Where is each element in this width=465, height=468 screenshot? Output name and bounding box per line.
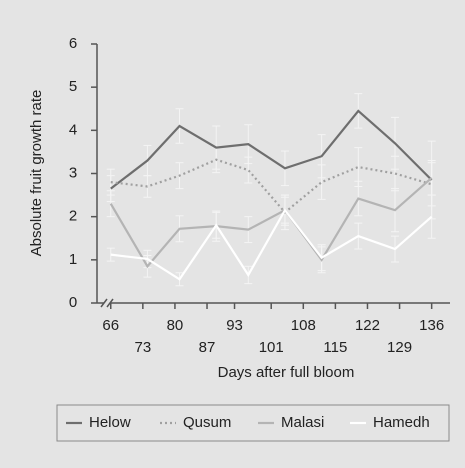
x-tick-label: 108 [291, 317, 316, 334]
y-tick-label: 2 [69, 208, 77, 225]
x-axis-label: Days after full bloom [218, 364, 355, 381]
legend-label: Malasi [281, 414, 324, 431]
y-tick-label: 3 [69, 164, 77, 181]
legend-label: Helow [89, 414, 131, 431]
x-tick-label: 136 [419, 317, 444, 334]
y-tick-label: 0 [69, 294, 77, 311]
axis-break [100, 298, 108, 308]
legend-box [56, 404, 450, 442]
series-line [110, 208, 433, 281]
y-axis-label: Absolute fruit growth rate [28, 90, 45, 257]
x-tick-label: 129 [387, 339, 412, 356]
series-line [110, 109, 433, 190]
y-tick-label: 1 [69, 251, 77, 268]
x-tick-label: 122 [355, 317, 380, 334]
x-tick-label: 66 [102, 317, 119, 334]
legend-label: Hamedh [373, 414, 430, 431]
y-tick-label: 6 [69, 35, 77, 52]
legend-label: Qusum [183, 414, 231, 431]
y-tick-label: 5 [69, 78, 77, 95]
x-tick-label: 93 [226, 317, 243, 334]
x-tick-label: 80 [167, 317, 184, 334]
series-line [110, 158, 432, 214]
x-tick-label: 101 [259, 339, 284, 356]
series-line [109, 176, 433, 269]
x-tick-label: 87 [199, 339, 216, 356]
x-tick-label: 115 [323, 339, 347, 356]
y-tick-label: 4 [69, 121, 77, 138]
x-tick-label: 73 [135, 339, 152, 356]
axis-break [106, 298, 114, 308]
